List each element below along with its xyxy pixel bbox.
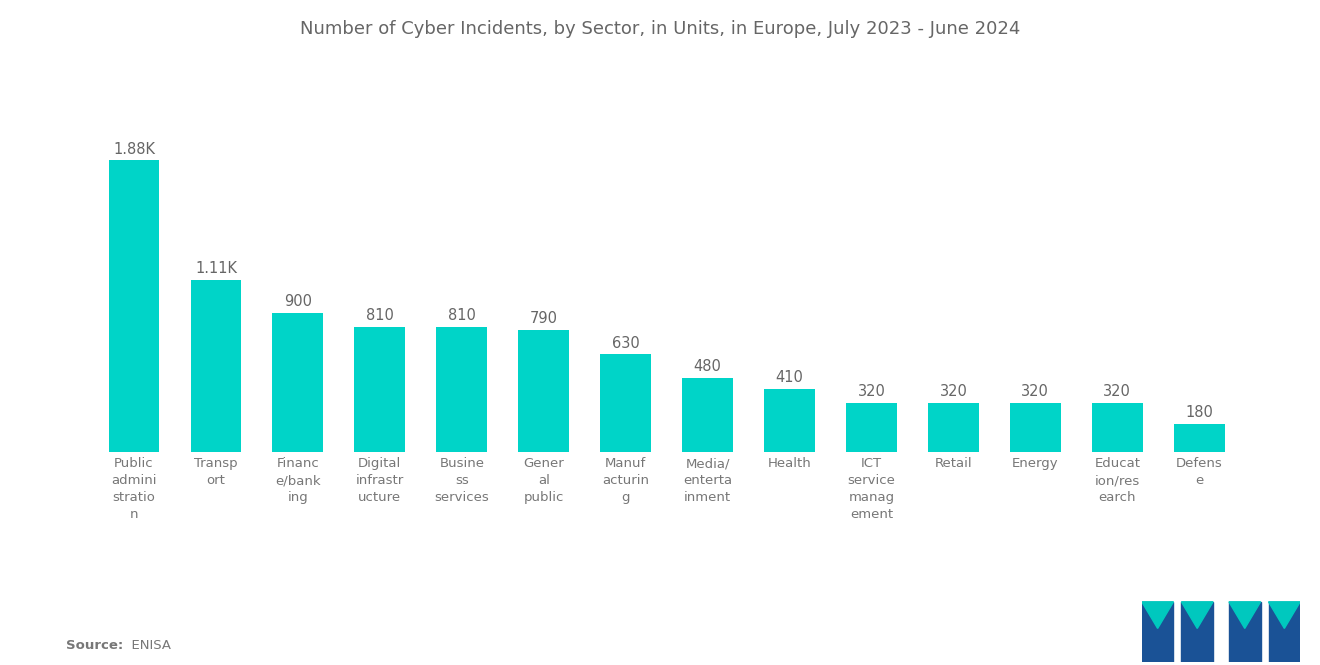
Bar — [1010, 402, 1061, 452]
Text: 320: 320 — [1104, 384, 1131, 398]
Bar — [682, 378, 733, 452]
Polygon shape — [1269, 602, 1300, 628]
Bar — [190, 280, 242, 452]
Polygon shape — [1229, 602, 1261, 628]
Text: Source:: Source: — [66, 638, 123, 652]
Text: 320: 320 — [940, 384, 968, 398]
Text: Number of Cyber Incidents, by Sector, in Units, in Europe, July 2023 - June 2024: Number of Cyber Incidents, by Sector, in… — [300, 20, 1020, 38]
Text: 480: 480 — [693, 359, 722, 374]
Bar — [437, 327, 487, 452]
Text: 1.88K: 1.88K — [114, 142, 154, 156]
Bar — [846, 402, 896, 452]
Text: 320: 320 — [858, 384, 886, 398]
Text: 180: 180 — [1185, 406, 1213, 420]
Text: 1.11K: 1.11K — [195, 261, 236, 276]
Polygon shape — [1142, 602, 1173, 662]
Bar — [928, 402, 979, 452]
Polygon shape — [1181, 602, 1213, 628]
Polygon shape — [1142, 602, 1173, 628]
Bar — [108, 160, 160, 452]
Text: ENISA: ENISA — [123, 638, 170, 652]
Polygon shape — [1229, 602, 1261, 662]
Polygon shape — [1181, 602, 1213, 662]
Text: 790: 790 — [529, 311, 557, 326]
Text: 810: 810 — [366, 308, 393, 323]
Polygon shape — [1269, 602, 1300, 662]
Bar — [354, 327, 405, 452]
Text: 900: 900 — [284, 294, 312, 309]
Text: 320: 320 — [1022, 384, 1049, 398]
Text: 410: 410 — [776, 370, 804, 384]
Text: 810: 810 — [447, 308, 475, 323]
Text: 630: 630 — [611, 336, 639, 350]
Bar — [764, 388, 814, 452]
Bar — [272, 313, 323, 452]
Bar — [1092, 402, 1143, 452]
Bar — [1173, 424, 1225, 452]
Bar — [519, 330, 569, 452]
Bar — [601, 354, 651, 452]
